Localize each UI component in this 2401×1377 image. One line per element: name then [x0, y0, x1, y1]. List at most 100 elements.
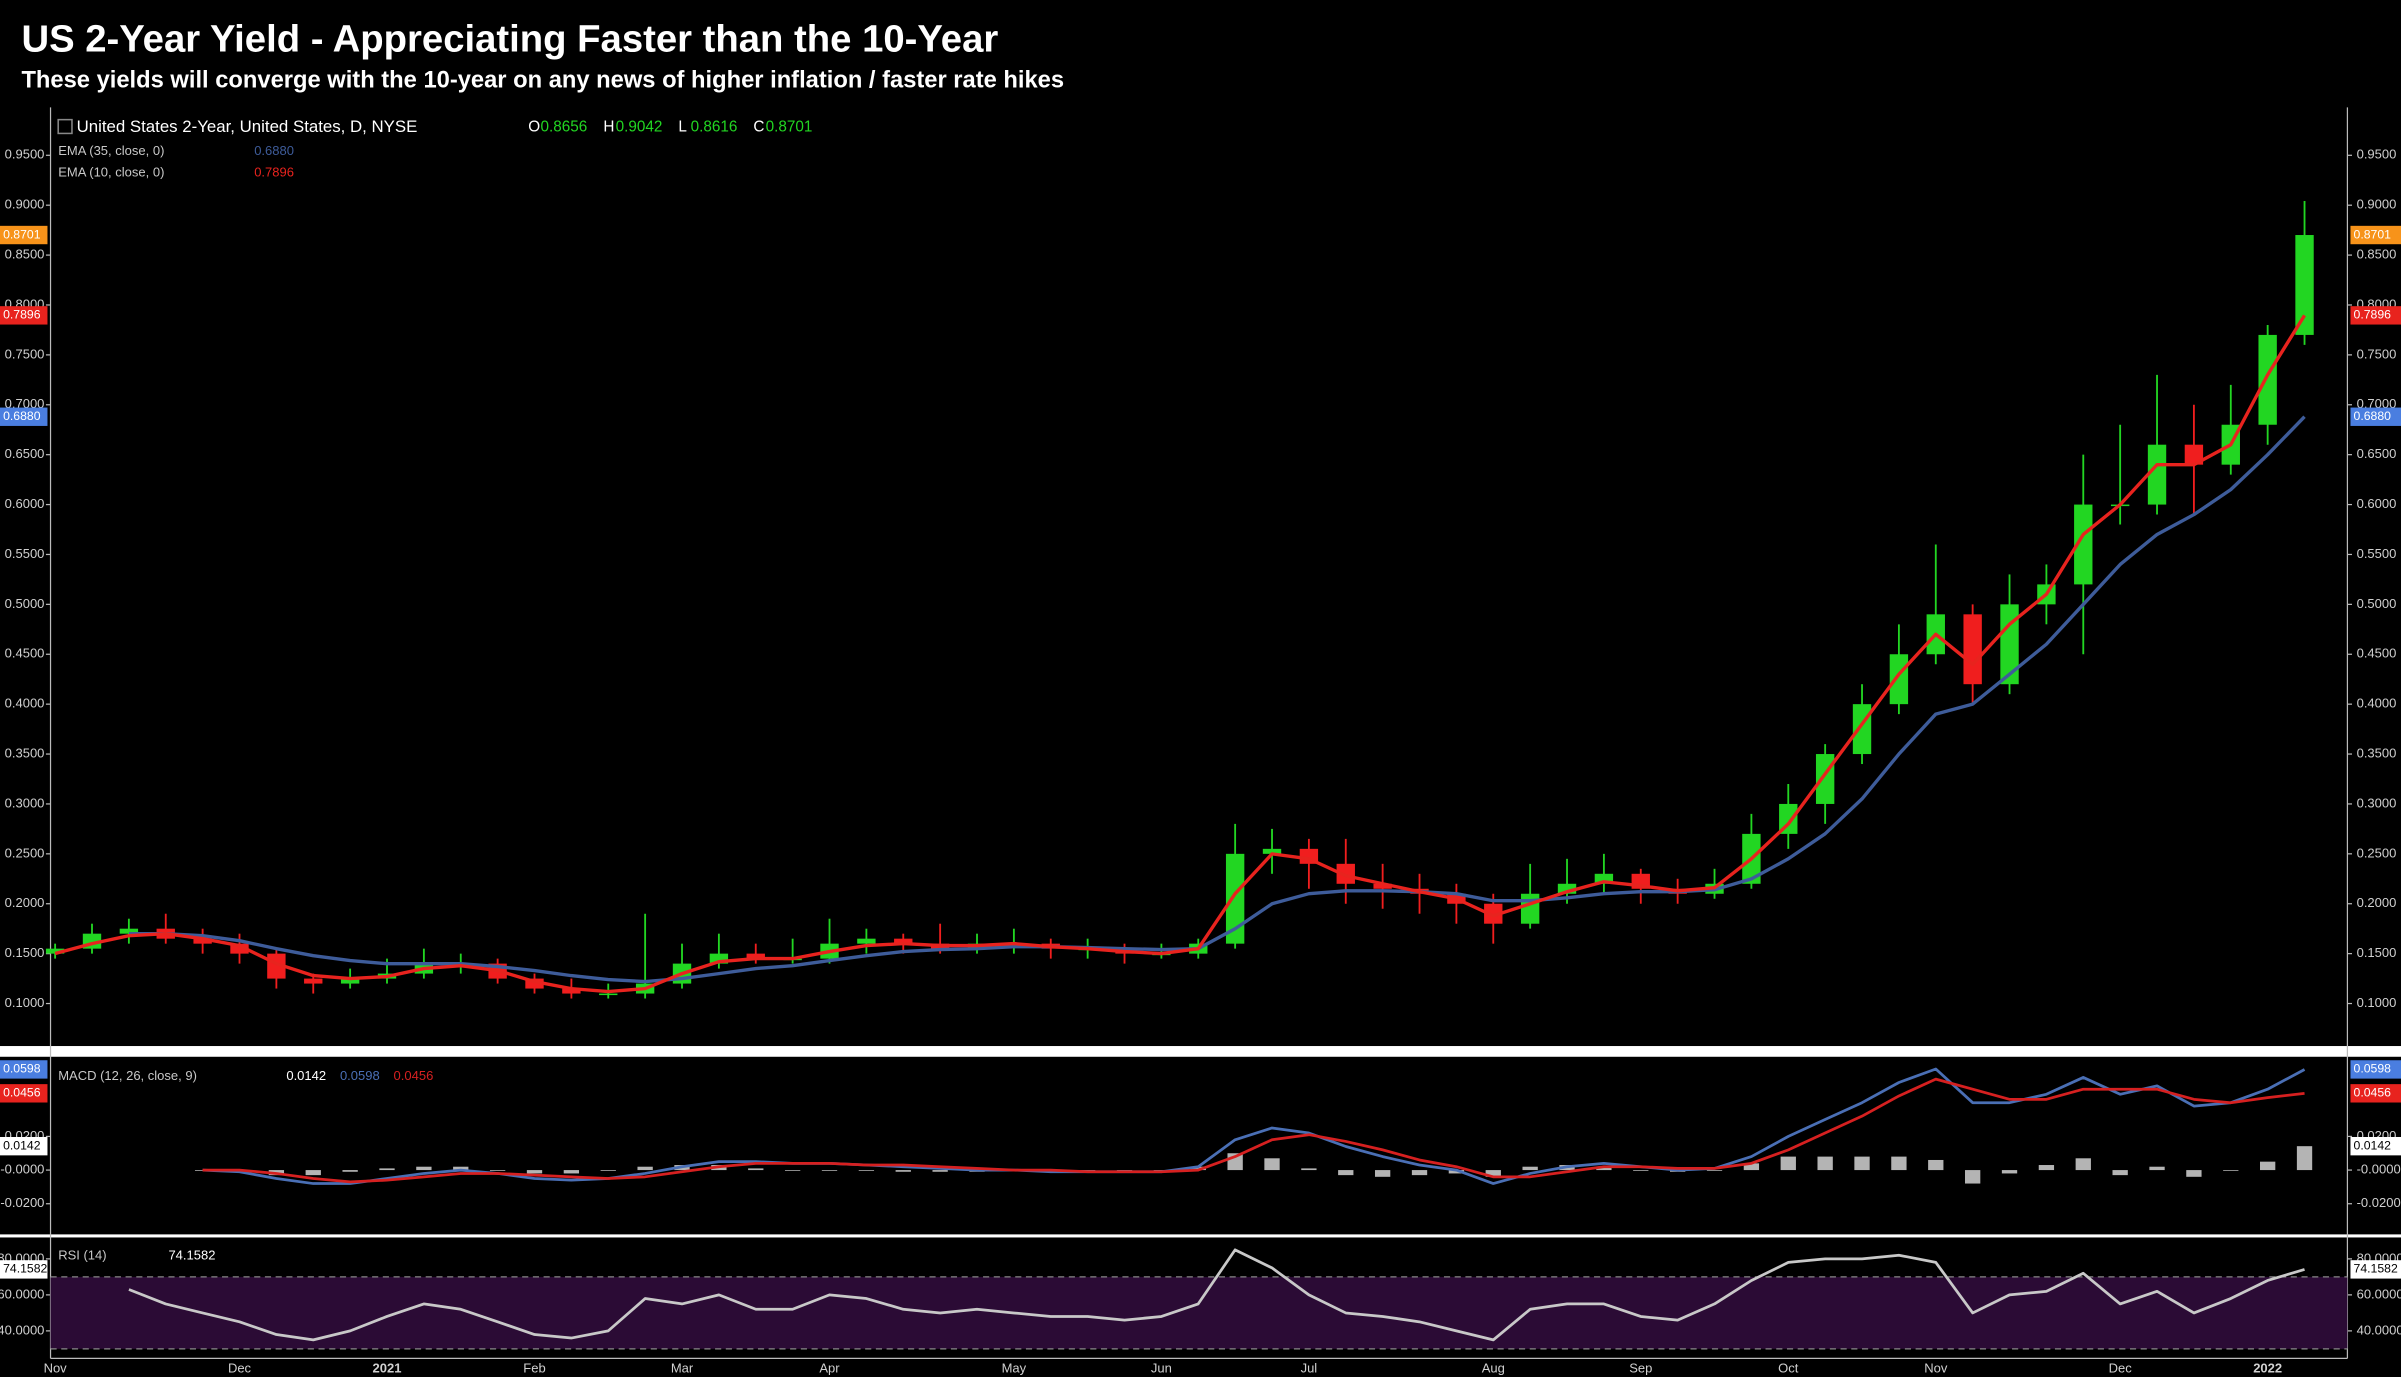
y-tick-label: 0.4500 — [2357, 646, 2397, 661]
histogram-bar — [1485, 1170, 1501, 1177]
price-tag-label: 74.1582 — [3, 1262, 47, 1276]
price-tag-label: 0.7896 — [2354, 308, 2392, 322]
y-tick-label: 0.3500 — [2357, 745, 2397, 760]
x-tick-label: Dec — [228, 1361, 252, 1376]
histogram-bar — [1891, 1156, 1907, 1171]
y-tick-label: -0.0000 — [0, 1162, 44, 1177]
price-tag — [2350, 1060, 2401, 1079]
y-tick-label: 60.0000 — [2357, 1286, 2401, 1301]
histogram-bar — [563, 1170, 580, 1174]
y-tick-label: 0.7000 — [2357, 396, 2397, 411]
x-tick-label: Apr — [819, 1361, 840, 1376]
candle-body — [1262, 848, 1282, 854]
candle-body — [340, 978, 360, 984]
candle-body — [2184, 444, 2204, 465]
price-tag — [0, 1260, 48, 1279]
price-tag-label: 0.8701 — [2354, 227, 2392, 241]
candle-body — [894, 938, 913, 944]
histogram-bar — [305, 1170, 321, 1176]
y-tick-label: 0.9500 — [5, 147, 45, 162]
y-tick-label: 0.7000 — [5, 396, 45, 411]
candle-body — [230, 943, 249, 954]
ohlc-legend-value: 0.8616 — [691, 118, 738, 135]
histogram-bar — [489, 1170, 506, 1171]
legend-value: 0.6880 — [254, 143, 294, 158]
ohlc-legend-value: 0.8701 — [766, 118, 813, 135]
x-tick-label: Aug — [1482, 1361, 1505, 1376]
y-tick-label: 0.5500 — [5, 546, 45, 561]
y-tick-label: 60.0000 — [0, 1286, 44, 1301]
legend-label: EMA (35, close, 0) — [58, 143, 164, 158]
candle-body — [2258, 334, 2277, 425]
candle-body — [1889, 654, 1909, 705]
ohlc-legend-name: H — [603, 118, 614, 135]
price-tag — [0, 1060, 48, 1079]
ohlc-legend-value: 0.9042 — [616, 118, 663, 135]
y-tick-label: 0.5000 — [2357, 596, 2397, 611]
collapse-icon[interactable] — [57, 118, 73, 135]
y-tick-label: 0.8500 — [5, 247, 45, 262]
rsi-band — [50, 1276, 2348, 1349]
candle-body — [1557, 883, 1577, 894]
price-tag — [0, 306, 48, 325]
symbol-legend: United States 2-Year, United States, D, … — [77, 117, 418, 136]
y-tick-label: 0.2000 — [5, 895, 45, 910]
candle-body — [857, 938, 876, 944]
histogram-bar — [600, 1170, 616, 1171]
y-tick-label: 0.6500 — [5, 446, 45, 461]
series-line — [54, 314, 2306, 994]
series-line — [202, 1077, 2305, 1184]
price-tag-label: 0.0142 — [3, 1138, 41, 1152]
x-tick-label: May — [1002, 1361, 1027, 1376]
histogram-bar — [526, 1170, 543, 1174]
price-tag-label: 0.0598 — [3, 1062, 41, 1076]
x-tick-label: 2021 — [373, 1361, 402, 1376]
histogram-bar — [1522, 1166, 1538, 1171]
candle-body — [119, 928, 139, 934]
candle-body — [2295, 235, 2314, 335]
series-line — [128, 1248, 2305, 1342]
histogram-bar — [2075, 1158, 2091, 1171]
candle-body — [562, 988, 581, 994]
y-tick-label: 0.6000 — [5, 496, 45, 511]
chart-title: US 2-Year Yield - Appreciating Faster th… — [21, 18, 998, 61]
y-tick-label: 0.6500 — [2357, 446, 2397, 461]
candle-body — [2074, 504, 2093, 585]
candle-body — [1594, 873, 1614, 884]
y-tick-label: -0.0200 — [2357, 1195, 2401, 1210]
price-tag-label: 0.6880 — [3, 409, 41, 423]
series-line — [128, 415, 2306, 984]
y-tick-label: -0.0000 — [2357, 1162, 2401, 1177]
candle-body — [2147, 444, 2167, 505]
y-tick-label: 0.1500 — [2357, 945, 2397, 960]
y-tick-label: 0.5500 — [2357, 546, 2397, 561]
price-tag-label: 0.0142 — [2354, 1138, 2392, 1152]
histogram-bar — [1743, 1163, 1760, 1171]
x-tick-label: Jun — [1151, 1361, 1172, 1376]
y-tick-label: 0.7500 — [5, 346, 45, 361]
price-tag — [0, 1084, 48, 1103]
histogram-bar — [2296, 1146, 2313, 1171]
panel-separator — [0, 1234, 2401, 1238]
candle-body — [1373, 883, 1392, 889]
candle-body — [45, 948, 65, 954]
x-tick-label: Sep — [1629, 1361, 1652, 1376]
y-tick-label: 0.9000 — [2357, 197, 2397, 212]
y-tick-label: 40.0000 — [0, 1322, 44, 1337]
x-tick-label: Jul — [1301, 1361, 1318, 1376]
chart-subtitle: These yields will converge with the 10-y… — [21, 68, 1064, 94]
price-tag — [0, 1136, 48, 1156]
y-tick-label: 0.1000 — [5, 995, 45, 1010]
histogram-bar — [784, 1170, 801, 1171]
histogram-bar — [748, 1168, 764, 1171]
x-tick-label: Feb — [523, 1361, 545, 1376]
candle-body — [304, 978, 323, 984]
candle-body — [2000, 604, 2019, 685]
histogram-bar — [1780, 1156, 1796, 1171]
x-tick-label: Nov — [1924, 1361, 1948, 1376]
y-tick-label: 0.1000 — [2357, 995, 2397, 1010]
histogram-bar — [2038, 1165, 2055, 1171]
histogram-bar — [453, 1166, 469, 1171]
